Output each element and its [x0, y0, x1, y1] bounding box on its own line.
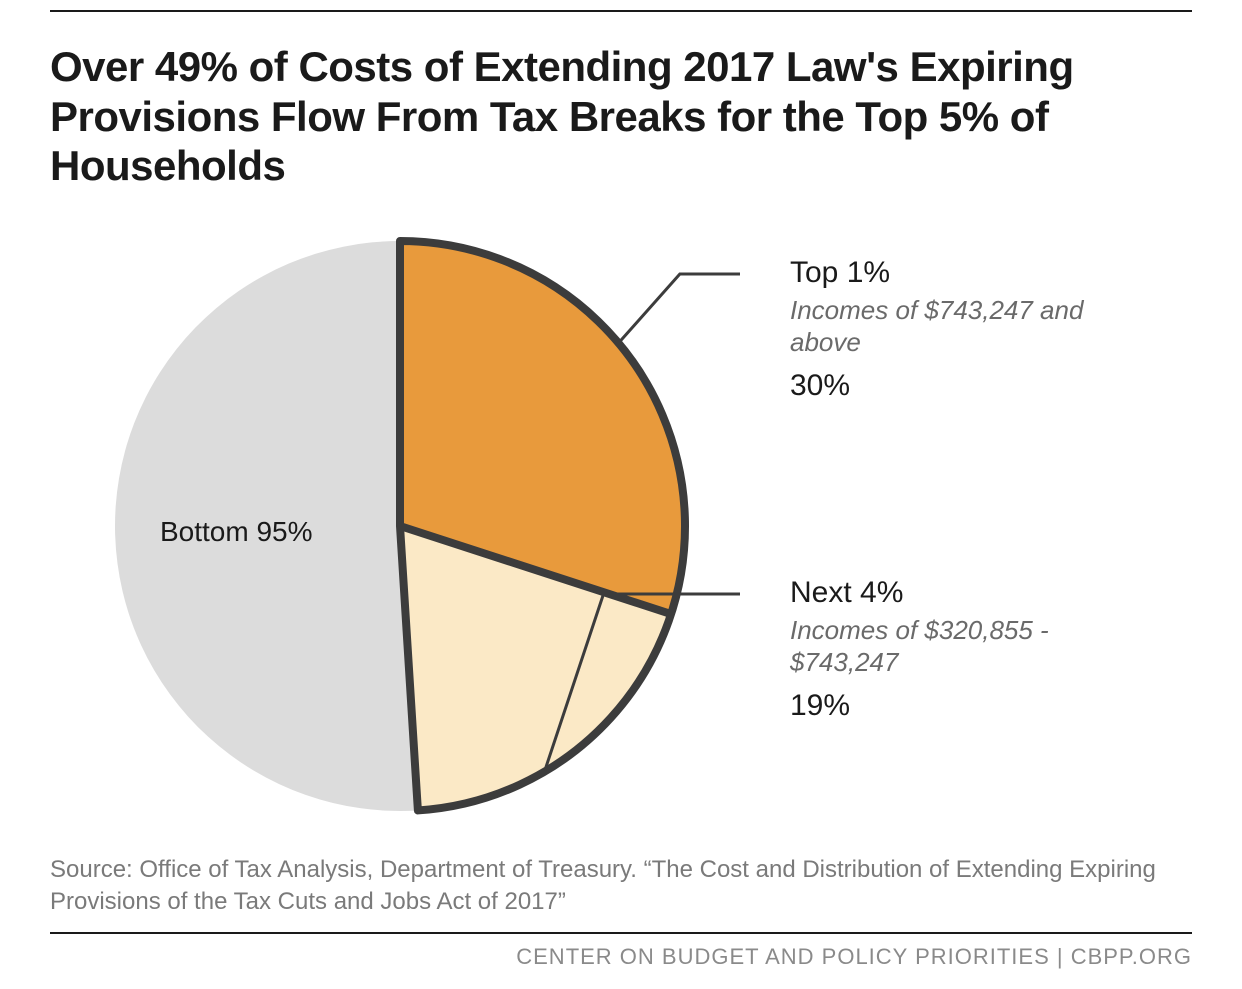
callout-value: 19% [790, 689, 1150, 723]
chart-area: Bottom 95% Top 1% Incomes of $743,247 an… [50, 226, 1192, 846]
callout-sublabel: Incomes of $743,247 and above [790, 294, 1150, 359]
chart-title: Over 49% of Costs of Extending 2017 Law'… [50, 42, 1192, 191]
attribution-text: CENTER ON BUDGET AND POLICY PRIORITIES |… [50, 944, 1192, 970]
callout-value: 30% [790, 369, 1150, 403]
slice-label-bottom95: Bottom 95% [160, 516, 313, 548]
chart-container: Over 49% of Costs of Extending 2017 Law'… [0, 0, 1242, 989]
source-text: Source: Office of Tax Analysis, Departme… [50, 854, 1192, 933]
top-rule [50, 10, 1192, 12]
slice-label-text: Bottom 95% [160, 516, 313, 547]
bottom-rule [50, 932, 1192, 934]
leader-line [620, 274, 740, 342]
callout-title: Top 1% [790, 256, 1150, 290]
callout-sublabel: Incomes of $320,855 - $743,247 [790, 614, 1150, 679]
callout-next4: Next 4% Incomes of $320,855 - $743,247 1… [790, 576, 1150, 723]
callout-top1: Top 1% Incomes of $743,247 and above 30% [790, 256, 1150, 403]
callout-title: Next 4% [790, 576, 1150, 610]
